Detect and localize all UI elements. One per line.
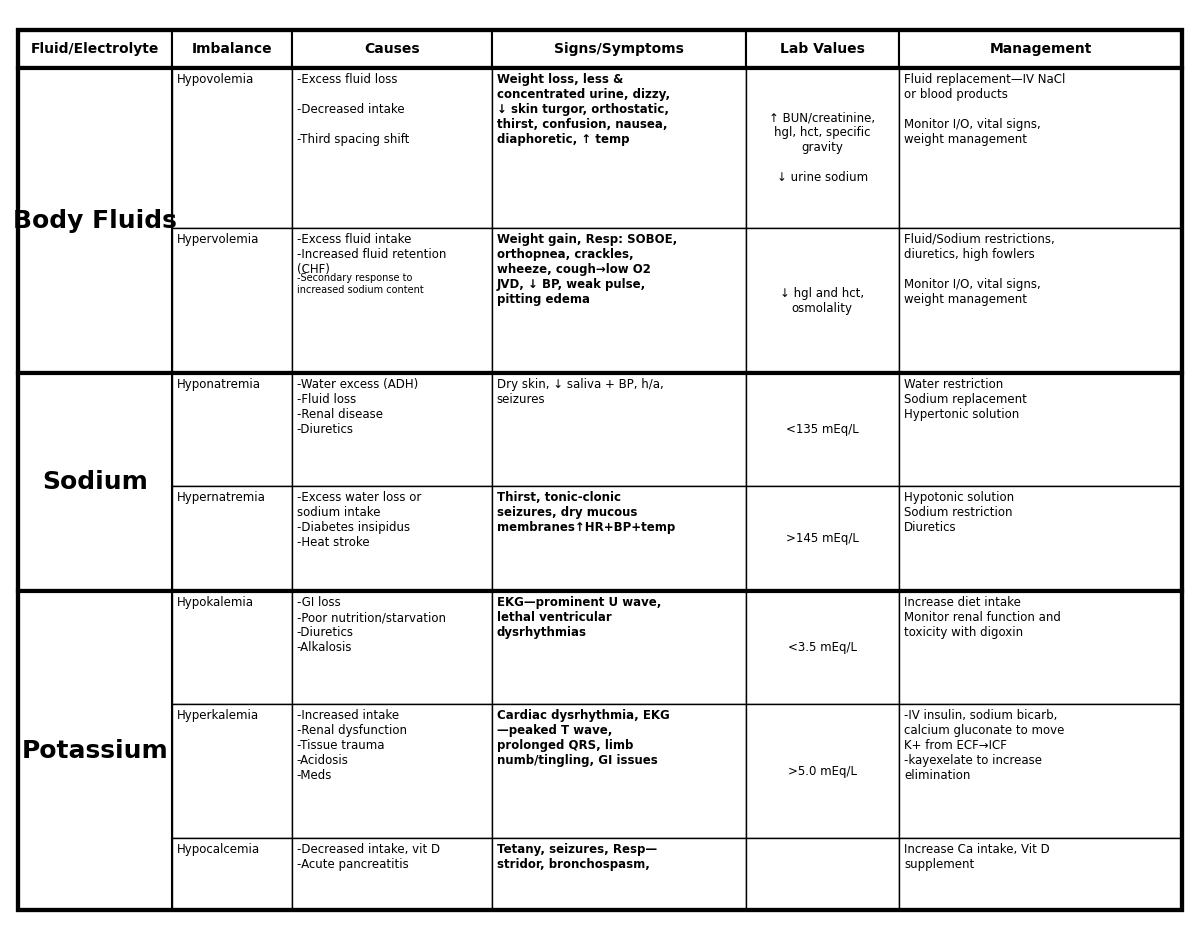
Bar — [18, 68, 1182, 374]
Bar — [172, 30, 292, 68]
Text: EKG—prominent U wave,
lethal ventricular
dysrhythmias: EKG—prominent U wave, lethal ventricular… — [497, 596, 661, 639]
Bar — [18, 591, 172, 910]
Text: Hypotonic solution
Sodium restriction
Diuretics: Hypotonic solution Sodium restriction Di… — [904, 490, 1014, 534]
Text: <3.5 mEq/L: <3.5 mEq/L — [788, 641, 857, 654]
Bar — [899, 591, 1182, 704]
Text: >145 mEq/L: >145 mEq/L — [786, 532, 859, 545]
Text: -Increased intake
-Renal dysfunction
-Tissue trauma
-Acidosis
-Meds: -Increased intake -Renal dysfunction -Ti… — [296, 709, 407, 781]
Text: Weight loss, less &
concentrated urine, dizzy,
↓ skin turgor, orthostatic,
thirs: Weight loss, less & concentrated urine, … — [497, 73, 670, 146]
Text: Management: Management — [989, 42, 1092, 56]
Text: Signs/Symptoms: Signs/Symptoms — [553, 42, 684, 56]
Text: Hypervolemia: Hypervolemia — [176, 233, 259, 246]
Bar — [745, 30, 899, 68]
Text: Water restriction
Sodium replacement
Hypertonic solution: Water restriction Sodium replacement Hyp… — [904, 378, 1027, 421]
Text: Fluid/Sodium restrictions,
diuretics, high fowlers

Monitor I/O, vital signs,
we: Fluid/Sodium restrictions, diuretics, hi… — [904, 233, 1055, 306]
Bar — [292, 374, 492, 486]
Text: -Excess fluid intake
-Increased fluid retention
(CHF): -Excess fluid intake -Increased fluid re… — [296, 233, 446, 276]
Bar — [292, 228, 492, 374]
Bar — [745, 591, 899, 704]
Text: Hypocalcemia: Hypocalcemia — [176, 844, 259, 857]
Bar — [492, 591, 745, 704]
Bar — [292, 30, 492, 68]
Text: -Secondary response to
increased sodium content: -Secondary response to increased sodium … — [296, 273, 424, 295]
Text: -Excess water loss or
sodium intake
-Diabetes insipidus
-Heat stroke: -Excess water loss or sodium intake -Dia… — [296, 490, 421, 549]
Bar — [18, 591, 1182, 910]
Bar — [172, 68, 292, 228]
Bar — [172, 838, 292, 910]
Bar — [745, 68, 899, 228]
Bar — [492, 374, 745, 486]
Bar — [492, 68, 745, 228]
Bar — [292, 838, 492, 910]
Bar — [492, 486, 745, 591]
Text: Sodium: Sodium — [42, 470, 148, 494]
Bar — [899, 30, 1182, 68]
Bar — [492, 838, 745, 910]
Text: -Excess fluid loss

-Decreased intake

-Third spacing shift: -Excess fluid loss -Decreased intake -Th… — [296, 73, 409, 146]
Text: Increase diet intake
Monitor renal function and
toxicity with digoxin: Increase diet intake Monitor renal funct… — [904, 596, 1061, 639]
Text: Fluid replacement—IV NaCl
or blood products

Monitor I/O, vital signs,
weight ma: Fluid replacement—IV NaCl or blood produ… — [904, 73, 1066, 146]
Bar — [899, 374, 1182, 486]
Text: <135 mEq/L: <135 mEq/L — [786, 423, 859, 436]
Bar — [745, 374, 899, 486]
Text: Tetany, seizures, Resp—
stridor, bronchospasm,: Tetany, seizures, Resp— stridor, broncho… — [497, 844, 656, 871]
Text: Cardiac dysrhythmia, EKG
—peaked T wave,
prolonged QRS, limb
numb/tingling, GI i: Cardiac dysrhythmia, EKG —peaked T wave,… — [497, 709, 670, 767]
Bar — [172, 704, 292, 838]
Text: Causes: Causes — [364, 42, 420, 56]
Text: >5.0 mEq/L: >5.0 mEq/L — [788, 765, 857, 778]
Bar — [172, 228, 292, 374]
Text: Dry skin, ↓ saliva + BP, h/a,
seizures: Dry skin, ↓ saliva + BP, h/a, seizures — [497, 378, 664, 406]
Text: Fluid/Electrolyte: Fluid/Electrolyte — [31, 42, 160, 56]
Bar — [899, 68, 1182, 228]
Text: Hypokalemia: Hypokalemia — [176, 596, 253, 609]
Bar — [745, 838, 899, 910]
Bar — [745, 704, 899, 838]
Text: ↓ hgl and hct,
osmolality: ↓ hgl and hct, osmolality — [780, 286, 864, 314]
Bar — [172, 374, 292, 486]
Bar — [899, 228, 1182, 374]
Text: -GI loss
-Poor nutrition/starvation
-Diuretics
-Alkalosis: -GI loss -Poor nutrition/starvation -Diu… — [296, 596, 445, 654]
Text: Hyperkalemia: Hyperkalemia — [176, 709, 259, 722]
Text: -IV insulin, sodium bicarb,
calcium gluconate to move
K+ from ECF→ICF
-kayexelat: -IV insulin, sodium bicarb, calcium gluc… — [904, 709, 1064, 781]
Text: Increase Ca intake, Vit D
supplement: Increase Ca intake, Vit D supplement — [904, 844, 1050, 871]
Text: Body Fluids: Body Fluids — [13, 209, 176, 233]
Bar — [899, 486, 1182, 591]
Bar — [18, 374, 1182, 591]
Bar — [292, 486, 492, 591]
Bar — [18, 374, 172, 591]
Bar — [899, 838, 1182, 910]
Text: Hyponatremia: Hyponatremia — [176, 378, 260, 391]
Text: Hypernatremia: Hypernatremia — [176, 490, 265, 504]
Text: -Water excess (ADH)
-Fluid loss
-Renal disease
-Diuretics: -Water excess (ADH) -Fluid loss -Renal d… — [296, 378, 418, 437]
Text: Weight gain, Resp: SOBOE,
orthopnea, crackles,
wheeze, cough→low O2
JVD, ↓ BP, w: Weight gain, Resp: SOBOE, orthopnea, cra… — [497, 233, 677, 306]
Bar — [492, 30, 745, 68]
Bar — [745, 486, 899, 591]
Bar — [18, 30, 172, 68]
Bar — [292, 591, 492, 704]
Bar — [172, 486, 292, 591]
Bar — [18, 30, 1182, 68]
Text: Thirst, tonic-clonic
seizures, dry mucous
membranes↑HR+BP+temp: Thirst, tonic-clonic seizures, dry mucou… — [497, 490, 674, 534]
Bar — [745, 228, 899, 374]
Bar — [492, 228, 745, 374]
Text: Potassium: Potassium — [22, 739, 168, 763]
Bar — [492, 704, 745, 838]
Text: Imbalance: Imbalance — [191, 42, 272, 56]
Bar — [292, 68, 492, 228]
Bar — [899, 704, 1182, 838]
Bar — [292, 704, 492, 838]
Text: ↑ BUN/creatinine,
hgl, hct, specific
gravity

↓ urine sodium: ↑ BUN/creatinine, hgl, hct, specific gra… — [769, 111, 875, 184]
Text: -Decreased intake, vit D
-Acute pancreatitis: -Decreased intake, vit D -Acute pancreat… — [296, 844, 439, 871]
Text: Lab Values: Lab Values — [780, 42, 865, 56]
Bar — [172, 591, 292, 704]
Bar — [18, 68, 172, 374]
Text: Hypovolemia: Hypovolemia — [176, 73, 254, 86]
